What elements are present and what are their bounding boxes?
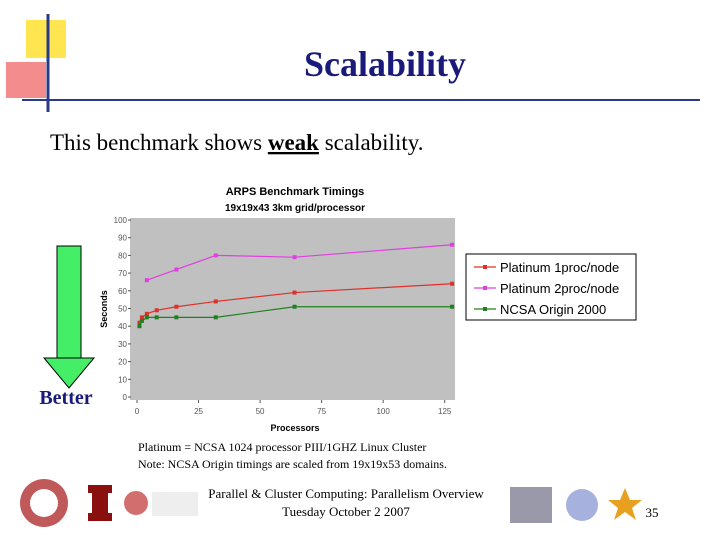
note: Note: NCSA Origin timings are scaled fro… xyxy=(138,457,447,471)
slide-title: Scalability xyxy=(304,44,466,84)
chart-subtitle: 19x19x43 3km grid/processor xyxy=(225,203,365,214)
chart-title: ARPS Benchmark Timings xyxy=(226,186,365,198)
data-point xyxy=(144,311,149,316)
y-axis-label: Seconds xyxy=(99,290,109,328)
x-tick-label: 125 xyxy=(438,407,452,416)
legend-label: NCSA Origin 2000 xyxy=(500,302,606,317)
body-part: This benchmark shows xyxy=(50,130,268,155)
y-tick-label: 10 xyxy=(118,375,127,384)
y-tick-label: 90 xyxy=(118,234,127,243)
legend-label: Platinum 1proc/node xyxy=(500,260,619,275)
y-tick-label: 60 xyxy=(118,287,127,296)
legend-marker xyxy=(483,307,487,311)
logos xyxy=(20,479,642,527)
body-emphasis: weak xyxy=(268,130,319,155)
body-text: This benchmark shows weak scalability. xyxy=(50,130,424,155)
footer-text: Tuesday October 2 2007 xyxy=(282,504,410,519)
plot-area xyxy=(130,218,455,400)
y-tick-label: 50 xyxy=(118,305,127,314)
y-tick-label: 20 xyxy=(118,358,127,367)
page-number: 35 xyxy=(646,505,659,520)
y-tick-label: 80 xyxy=(118,251,127,260)
y-tick-label: 0 xyxy=(123,393,128,402)
better-label: Better xyxy=(39,387,92,409)
legend-marker xyxy=(483,265,487,269)
x-axis-label: Processors xyxy=(270,423,319,433)
decoration xyxy=(6,14,700,112)
data-point xyxy=(139,318,144,323)
data-point xyxy=(213,253,218,258)
data-point xyxy=(154,315,159,320)
data-point xyxy=(144,278,149,283)
data-point xyxy=(450,281,455,286)
data-point xyxy=(174,267,179,272)
data-point xyxy=(174,315,179,320)
x-tick-label: 100 xyxy=(376,407,390,416)
x-tick-label: 0 xyxy=(135,407,140,416)
legend-label: Platinum 2proc/node xyxy=(500,281,619,296)
x-tick-label: 50 xyxy=(256,407,265,416)
x-tick-label: 25 xyxy=(194,407,203,416)
legend-marker xyxy=(483,286,487,290)
note: Platinum = NCSA 1024 processor PIII/1GHZ… xyxy=(138,440,426,454)
data-point xyxy=(213,315,218,320)
body-part: scalability. xyxy=(319,130,424,155)
footer-text: Parallel & Cluster Computing: Parallelis… xyxy=(208,486,484,501)
data-point xyxy=(137,320,142,325)
data-point xyxy=(292,255,297,260)
data-point xyxy=(174,304,179,309)
data-point xyxy=(292,290,297,295)
y-tick-label: 40 xyxy=(118,322,127,331)
data-point xyxy=(450,242,455,247)
data-point xyxy=(137,324,142,329)
x-tick-label: 75 xyxy=(317,407,326,416)
data-point xyxy=(154,308,159,313)
data-point xyxy=(139,315,144,320)
data-point xyxy=(213,299,218,304)
data-point xyxy=(450,304,455,309)
data-point xyxy=(144,315,149,320)
y-tick-label: 30 xyxy=(118,340,127,349)
data-point xyxy=(292,304,297,309)
y-tick-label: 70 xyxy=(118,269,127,278)
better-arrow xyxy=(42,245,96,389)
y-tick-label: 100 xyxy=(114,216,128,225)
